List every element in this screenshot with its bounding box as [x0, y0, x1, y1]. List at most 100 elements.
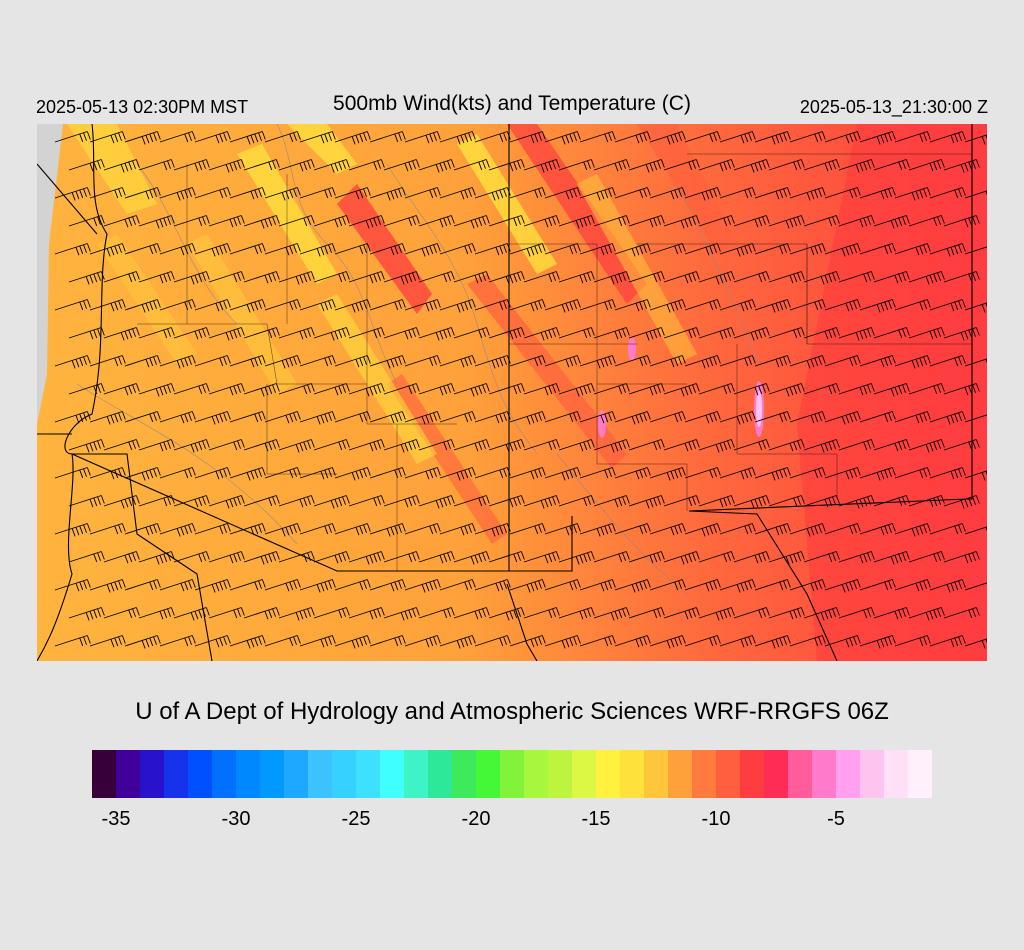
wind-barb: [124, 579, 158, 591]
wind-barb-feather: [289, 413, 294, 423]
wind-barb-feather: [534, 245, 539, 255]
wind-barb-feather: [740, 303, 745, 312]
wind-barb-feather: [121, 411, 126, 420]
colorbar-swatch: [428, 750, 452, 798]
wind-barb-feather: [657, 216, 661, 225]
wind-barb-feather: [552, 552, 556, 561]
wind-barb-feather: [471, 131, 476, 140]
wind-barb: [908, 215, 942, 227]
wind-barb: [194, 131, 228, 143]
wind-barb: [474, 131, 508, 143]
wind-barb-feather: [684, 387, 689, 396]
wind-barb-feather: [233, 609, 238, 619]
wind-barb-feather: [919, 133, 924, 143]
wind-barb-feather: [369, 219, 374, 228]
wind-barb-feather: [832, 384, 836, 393]
wind-barb-feather: [331, 411, 336, 420]
wind-barb-feather: [198, 329, 203, 339]
wind-barb: [103, 271, 137, 283]
wind-barb-feather: [191, 523, 196, 532]
wind-barb-feather: [786, 467, 791, 476]
wind-barb: [698, 383, 732, 395]
wind-barb-feather: [552, 328, 556, 337]
wind-barb-feather: [233, 217, 238, 227]
wind-barb: [369, 523, 403, 535]
wind-barb: [299, 243, 333, 255]
wind-barb-feather: [590, 607, 595, 616]
wind-barb-feather: [657, 552, 661, 561]
wind-barb-feather: [657, 328, 661, 337]
wind-barb: [733, 159, 767, 171]
wind-barb-feather: [926, 523, 931, 532]
wind-barb: [54, 355, 88, 367]
wind-barb-feather: [268, 385, 273, 395]
wind-barb: [453, 607, 487, 619]
wind-barb-feather: [464, 581, 469, 591]
wind-barb-feather: [727, 328, 731, 337]
wind-barb-feather: [751, 243, 756, 252]
wind-barb-feather: [575, 220, 580, 229]
wind-barb-feather: [89, 275, 94, 284]
wind-barb-feather: [898, 553, 903, 563]
wind-barb: [194, 299, 228, 311]
wind-barb-feather: [824, 275, 829, 284]
wind-barb: [859, 579, 893, 591]
wind-barb-feather: [870, 215, 875, 224]
wind-barb-feather: [933, 273, 938, 283]
wind-barb-feather: [499, 413, 504, 423]
wind-barb-feather: [456, 472, 461, 481]
wind-barb-feather: [859, 163, 864, 172]
wind-barb-feather: [692, 608, 696, 617]
border-rio: [506, 583, 538, 661]
wind-barb-feather: [727, 216, 731, 225]
wind-barb-feather: [289, 133, 294, 143]
wind-barb-feather: [985, 359, 987, 364]
wind-barb-feather: [447, 552, 451, 561]
wind-barb-feather: [499, 637, 504, 647]
wind-barb-feather: [435, 500, 440, 509]
wind-barb-feather: [132, 160, 136, 169]
colorbar-tick-label: -15: [581, 808, 611, 830]
wind-barb-feather: [398, 524, 402, 533]
wind-barb-feather: [590, 159, 595, 168]
wind-barb-feather: [964, 163, 969, 172]
wind-barb-feather: [145, 191, 150, 200]
wind-barb-feather: [762, 328, 766, 337]
wind-barb-feather: [153, 188, 157, 197]
wind-barb-feather: [740, 415, 745, 424]
wind-barb-feather: [474, 611, 479, 620]
wind-barb: [159, 355, 193, 367]
wind-barb-feather: [555, 215, 560, 224]
wind-barb: [579, 523, 613, 535]
wind-barb-feather: [649, 331, 654, 340]
wind-barb-feather: [937, 440, 941, 449]
wind-barb-feather: [639, 133, 644, 143]
wind-barb-feather: [436, 243, 441, 252]
wind-barb: [628, 495, 662, 507]
map-panel: [37, 124, 987, 661]
wind-barb-feather: [83, 356, 87, 365]
wind-barb: [649, 467, 683, 479]
wind-barb-feather: [264, 443, 269, 452]
wind-barb-feather: [307, 328, 311, 337]
wind-barb-feather: [299, 499, 304, 508]
wind-barb-feather: [985, 135, 987, 140]
wind-barb-feather: [614, 163, 619, 172]
wind-barb-feather: [471, 467, 476, 476]
wind-barb-feather: [285, 359, 290, 368]
wind-barb-feather: [118, 300, 122, 309]
wind-barb-feather: [905, 495, 910, 504]
wind-barb: [488, 327, 522, 339]
wind-barb-feather: [390, 359, 395, 368]
wind-barb-feather: [548, 329, 553, 339]
wind-barb-feather: [194, 499, 199, 508]
wind-barb: [278, 495, 312, 507]
wind-barb-feather: [538, 356, 542, 365]
wind-barb-feather: [400, 444, 405, 453]
wind-barb: [194, 355, 228, 367]
wind-barb-feather: [132, 384, 136, 393]
wind-barb-feather: [499, 469, 504, 479]
wind-barb-feather: [425, 303, 430, 312]
wind-barb: [733, 551, 767, 563]
wind-barb-feather: [366, 187, 371, 196]
